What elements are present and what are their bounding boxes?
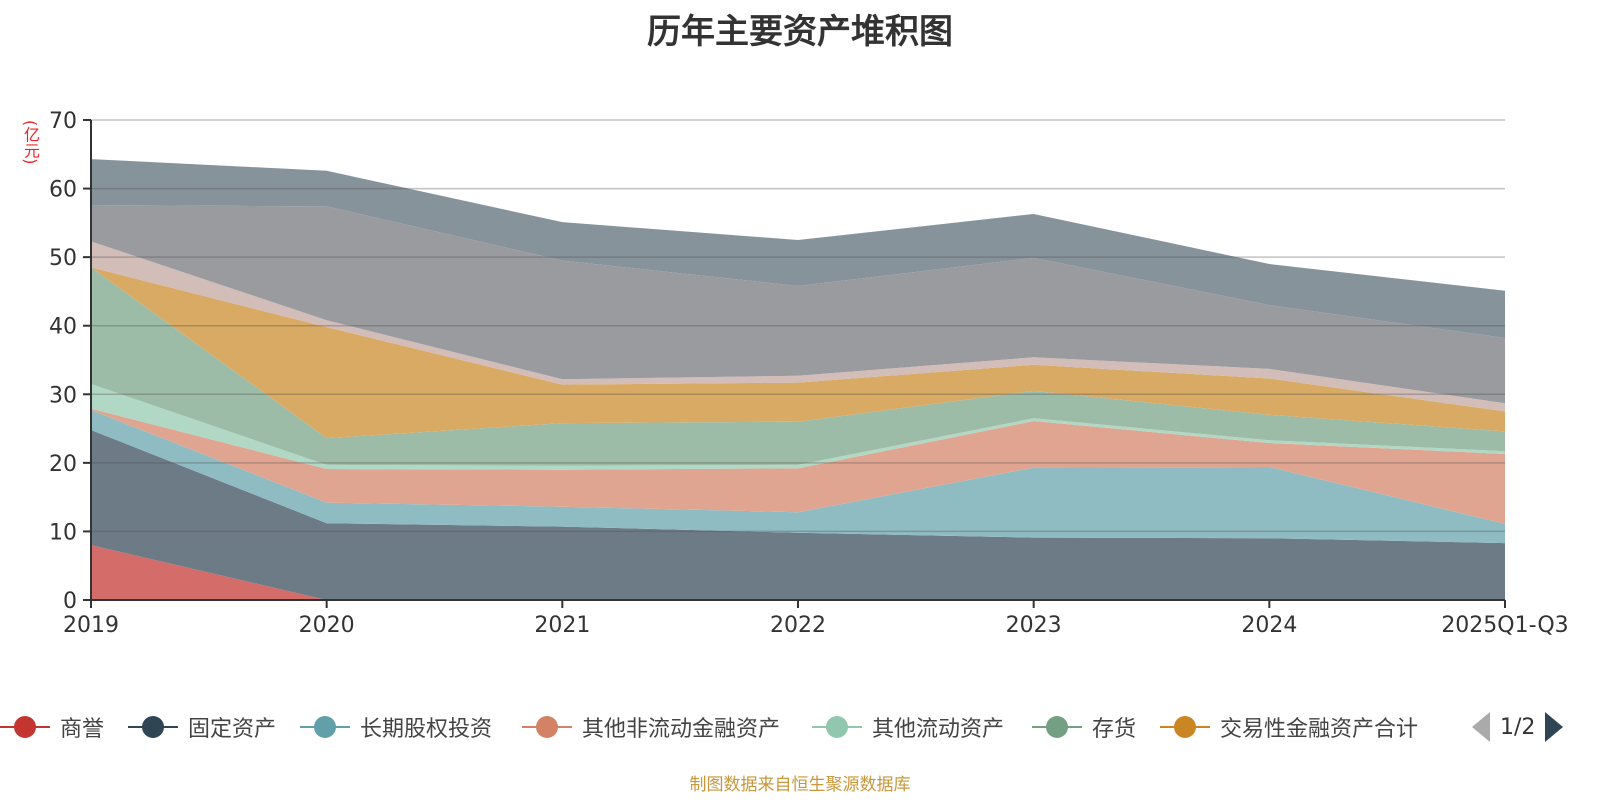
legend-item[interactable]: 其他非流动金融资产 [522,712,780,742]
legend-label: 其他非流动金融资产 [582,717,781,742]
legend: 商誉 固定资产 长期股权投资 其他非流动金融资产 其他流动资产 存货 交易性金融资产合计 [0,712,1600,752]
legend-label: 商誉 [60,717,105,742]
legend-label: 固定资产 [188,717,277,742]
y-tick-label: 40 [49,315,77,340]
legend-marker-icon [300,712,350,742]
area-其他非流动金融资产[interactable] [91,408,1505,524]
data-source-note: 制图数据来自恒生聚源数据库 [689,775,911,795]
y-tick-label: 70 [49,109,77,134]
x-tick-label: 2025Q1-Q3 [1441,613,1568,638]
x-tick-label: 2021 [534,613,590,638]
area-存货[interactable] [91,267,1505,466]
area-series [91,159,1505,600]
legend-marker-icon [0,712,50,742]
legend-item[interactable]: 其他流动资产 [812,712,1004,742]
y-axis-unit-label: (亿元) [21,120,40,165]
legend-item[interactable]: 固定资产 [128,712,276,742]
axes: 0 10 20 30 40 50 60 70 2019 2020 2021 2022 2023 2024 2… [49,109,1569,638]
legend-marker-icon [812,712,862,742]
legend-item[interactable]: 长期股权投资 [300,712,492,742]
x-tick-label: 2022 [770,613,826,638]
legend-label: 存货 [1092,717,1137,742]
legend-marker-icon [128,712,178,742]
legend-marker-icon [522,712,572,742]
legend-item[interactable]: 存货 [1032,712,1136,742]
legend-label: 长期股权投资 [360,717,493,742]
area-series-8[interactable] [91,241,1505,412]
area-固定资产[interactable] [91,429,1505,600]
legend-label: 其他流动资产 [872,717,1005,742]
y-tick-label: 60 [49,178,77,203]
pager-text: 1/2 [1500,714,1536,740]
y-tick-label: 0 [63,589,77,614]
legend-marker-icon [1160,712,1210,742]
area-series-9[interactable] [91,205,1505,404]
area-series-10[interactable] [91,159,1505,339]
legend-marker-icon [1032,712,1082,742]
pager-prev-icon[interactable] [1472,712,1490,742]
legend-item[interactable]: 商誉 [0,712,104,742]
stacked-area-chart: 0 10 20 30 40 50 60 70 2019 2020 2021 2022 2023 2024 2… [49,109,1569,638]
y-tick-label: 30 [49,383,77,408]
chart-title: 历年主要资产堆积图 [647,12,953,52]
x-tick-label: 2019 [63,613,119,638]
x-tick-label: 2023 [1006,613,1062,638]
x-tick-label: 2020 [299,613,355,638]
area-交易性金融资产合计[interactable] [91,267,1505,439]
area-商誉[interactable] [91,545,1505,600]
area-长期股权投资[interactable] [91,410,1505,544]
y-tick-label: 20 [49,452,77,477]
y-tick-label: 50 [49,246,77,271]
legend-label: 交易性金融资产合计 [1220,717,1419,742]
legend-item[interactable]: 交易性金融资产合计 [1160,712,1418,742]
y-tick-label: 10 [49,520,77,545]
pager-next-icon[interactable] [1545,712,1564,742]
legend-pager: 1/2 [1472,712,1564,742]
x-tick-label: 2024 [1241,613,1297,638]
grid-lines [91,119,1505,533]
